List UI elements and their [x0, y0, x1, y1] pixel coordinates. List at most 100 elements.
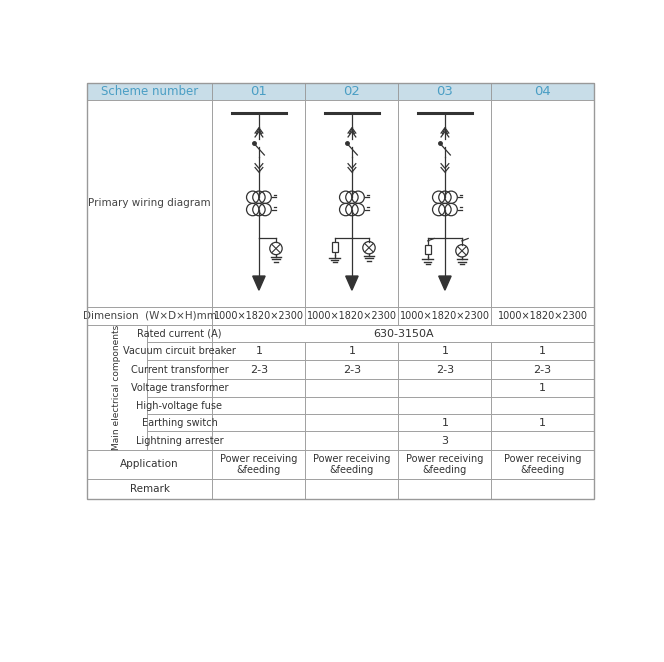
Bar: [147, 397, 212, 414]
Text: 02: 02: [343, 85, 361, 98]
Bar: [491, 83, 594, 100]
Text: Rated current (A): Rated current (A): [137, 328, 222, 338]
Bar: [147, 414, 212, 432]
Text: 1: 1: [442, 346, 448, 356]
Bar: [491, 361, 594, 379]
Text: Main electrical components: Main electrical components: [112, 325, 122, 450]
Bar: [398, 449, 491, 479]
Bar: [491, 479, 594, 499]
Bar: [212, 479, 305, 499]
Bar: [491, 449, 594, 479]
Bar: [147, 432, 212, 449]
Bar: [87, 449, 212, 479]
Text: 1: 1: [256, 346, 262, 356]
Bar: [305, 449, 398, 479]
Text: 630-3150A: 630-3150A: [373, 328, 434, 338]
Bar: [491, 379, 594, 397]
Bar: [147, 342, 212, 361]
Bar: [212, 449, 305, 479]
Text: 2-3: 2-3: [533, 365, 552, 375]
Text: Power receiving
&feeding: Power receiving &feeding: [406, 453, 483, 475]
Text: Earthing switch: Earthing switch: [141, 418, 217, 428]
Text: 3: 3: [442, 436, 448, 446]
Polygon shape: [439, 276, 451, 290]
Bar: [87, 325, 147, 449]
Bar: [398, 361, 491, 379]
Bar: [425, 245, 431, 254]
Text: 04: 04: [535, 85, 551, 98]
Polygon shape: [253, 276, 265, 290]
Bar: [212, 342, 305, 361]
Text: 2-3: 2-3: [250, 365, 268, 375]
Bar: [87, 307, 212, 325]
Text: 01: 01: [250, 85, 268, 98]
Bar: [491, 414, 594, 432]
Bar: [491, 342, 594, 361]
Bar: [87, 83, 212, 100]
Bar: [87, 83, 594, 499]
Text: Application: Application: [120, 459, 179, 469]
Bar: [398, 414, 491, 432]
Bar: [212, 361, 305, 379]
Bar: [212, 83, 305, 100]
Bar: [305, 414, 398, 432]
Bar: [305, 397, 398, 414]
Bar: [212, 325, 594, 342]
Bar: [87, 100, 212, 307]
Text: Current transformer: Current transformer: [131, 365, 228, 375]
Bar: [305, 379, 398, 397]
Bar: [305, 83, 398, 100]
Bar: [305, 432, 398, 449]
Bar: [147, 361, 212, 379]
Bar: [398, 342, 491, 361]
Text: Power receiving
&feeding: Power receiving &feeding: [220, 453, 297, 475]
Bar: [398, 100, 491, 307]
Bar: [305, 100, 398, 307]
Text: 1000×1820×2300: 1000×1820×2300: [307, 311, 397, 321]
Bar: [305, 361, 398, 379]
Bar: [491, 100, 594, 307]
Text: 1000×1820×2300: 1000×1820×2300: [497, 311, 588, 321]
Text: 1: 1: [539, 383, 546, 393]
Text: Dimension  (W×D×H)mm: Dimension (W×D×H)mm: [83, 311, 216, 321]
Text: Lightning arrester: Lightning arrester: [135, 436, 223, 446]
Bar: [147, 379, 212, 397]
Bar: [398, 379, 491, 397]
Text: 03: 03: [436, 85, 454, 98]
Text: Vacuum circuit breaker: Vacuum circuit breaker: [123, 346, 236, 356]
Polygon shape: [346, 276, 358, 290]
Bar: [398, 307, 491, 325]
Bar: [305, 479, 398, 499]
Text: 1: 1: [539, 346, 546, 356]
Text: 1000×1820×2300: 1000×1820×2300: [400, 311, 490, 321]
Bar: [398, 83, 491, 100]
Text: 2-3: 2-3: [436, 365, 454, 375]
Bar: [398, 432, 491, 449]
Bar: [212, 307, 305, 325]
Text: Scheme number: Scheme number: [101, 85, 199, 98]
Bar: [212, 432, 305, 449]
Bar: [212, 379, 305, 397]
Text: 1: 1: [539, 418, 546, 428]
Bar: [212, 414, 305, 432]
Bar: [212, 397, 305, 414]
Text: Power receiving
&feeding: Power receiving &feeding: [313, 453, 390, 475]
Bar: [305, 307, 398, 325]
Text: High-voltage fuse: High-voltage fuse: [137, 401, 222, 411]
Bar: [398, 397, 491, 414]
Text: 1: 1: [442, 418, 448, 428]
Text: 2-3: 2-3: [343, 365, 361, 375]
Bar: [305, 342, 398, 361]
Bar: [87, 479, 212, 499]
Text: 1: 1: [349, 346, 355, 356]
Bar: [491, 307, 594, 325]
Text: 1000×1820×2300: 1000×1820×2300: [214, 311, 304, 321]
Bar: [491, 397, 594, 414]
Bar: [398, 479, 491, 499]
Text: Primary wiring diagram: Primary wiring diagram: [88, 199, 211, 209]
Bar: [491, 432, 594, 449]
Text: Voltage transformer: Voltage transformer: [131, 383, 228, 393]
Bar: [147, 325, 212, 342]
Text: Power receiving
&feeding: Power receiving &feeding: [504, 453, 581, 475]
Bar: [332, 242, 338, 252]
